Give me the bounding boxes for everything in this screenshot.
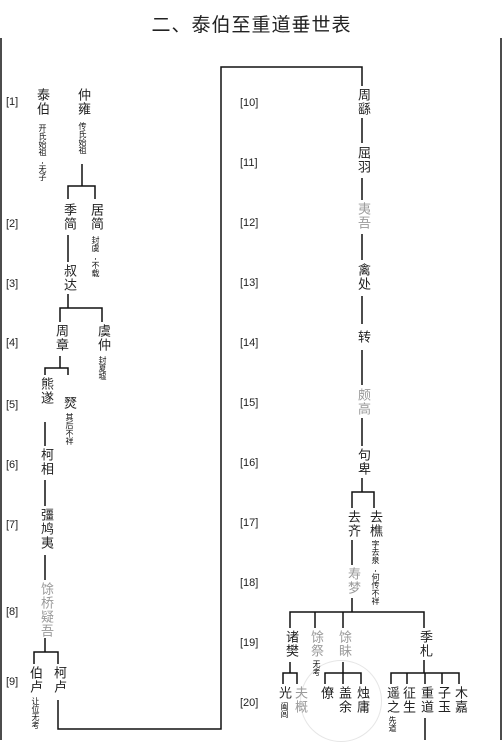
gen-5: [5] bbox=[6, 399, 19, 411]
person-liao: 僚 bbox=[318, 686, 333, 700]
note-kuan: 其后不祥 bbox=[65, 413, 74, 445]
person-goubei: 句卑 bbox=[355, 448, 370, 476]
gen-20: [20] bbox=[240, 697, 259, 709]
person-zhouzhang: 周章 bbox=[53, 324, 68, 352]
gen-3: [3] bbox=[6, 278, 19, 290]
note-taibo: 开氏始祖,无子 bbox=[38, 124, 47, 181]
person-guang: 光 bbox=[276, 686, 291, 700]
person-quqi: 去齐 bbox=[345, 510, 360, 538]
note-yuji: 无考 bbox=[312, 660, 321, 676]
person-ziyu: 子玉 bbox=[435, 686, 450, 714]
person-gaiyu: 盖余 bbox=[336, 686, 351, 714]
page-title: 二、泰伯至重道垂世表 bbox=[151, 14, 352, 36]
person-xiongsui: 熊遂 bbox=[38, 377, 53, 405]
note-qujiao: 字去泉,何传不祥 bbox=[371, 540, 380, 605]
gen-4: [4] bbox=[6, 337, 19, 349]
person-yiwu: 夷吾 bbox=[355, 202, 370, 230]
person-bolu: 伯卢 bbox=[27, 666, 42, 694]
person-jizha: 季札 bbox=[417, 630, 432, 658]
person-zhongdao: 重道 bbox=[418, 686, 433, 714]
note-bolu: 让位无考 bbox=[31, 697, 40, 729]
person-zhouyao: 周繇 bbox=[355, 88, 370, 116]
gen-13: [13] bbox=[240, 277, 259, 289]
person-zhengzhi: 遥之 bbox=[384, 686, 399, 714]
person-zhuan: 转 bbox=[355, 330, 370, 344]
person-juyun: 居简 bbox=[88, 203, 103, 231]
gen-11: [11] bbox=[240, 157, 258, 169]
person-yuji: 馀祭 bbox=[308, 630, 323, 658]
person-zhuyong: 烛庸 bbox=[354, 686, 369, 714]
gen-1: [1] bbox=[6, 96, 19, 108]
note-zhongyong: 传氏始祖 bbox=[78, 122, 87, 154]
person-kexiang: 柯相 bbox=[38, 448, 53, 476]
person-kelu: 柯卢 bbox=[51, 666, 66, 694]
person-qujiao: 去樵 bbox=[367, 510, 382, 538]
person-yuqiaoyiwu: 馀桥疑吾 bbox=[38, 582, 53, 638]
gen-2: [2] bbox=[6, 218, 19, 230]
gen-12: [12] bbox=[240, 217, 259, 229]
person-mujia: 木嘉 bbox=[452, 686, 467, 714]
gen-14: [14] bbox=[240, 337, 259, 349]
gen-6: [6] bbox=[6, 459, 19, 471]
person-zhufan: 诸樊 bbox=[283, 630, 298, 658]
gen-8: [8] bbox=[6, 606, 19, 618]
note-guang: 阖闾 bbox=[280, 702, 289, 718]
person-fugai: 夫概 bbox=[292, 686, 307, 714]
person-jijian: 季简 bbox=[61, 203, 76, 231]
person-pogao: 颇高 bbox=[355, 388, 370, 416]
gen-9: [9] bbox=[6, 676, 19, 688]
gen-17: [17] bbox=[240, 517, 259, 529]
person-zhengsheng: 征生 bbox=[400, 686, 415, 714]
person-yuzhong: 虞仲 bbox=[95, 324, 110, 352]
gen-16: [16] bbox=[240, 457, 259, 469]
gen-19: [19] bbox=[240, 637, 259, 649]
person-kuan: 燹 bbox=[61, 396, 76, 410]
gen-15: [15] bbox=[240, 397, 259, 409]
person-qiangjiuyi: 彊鸠夷 bbox=[38, 508, 53, 550]
note-juyun: 封虞,不载 bbox=[91, 236, 100, 277]
person-shuda: 叔达 bbox=[61, 264, 76, 292]
gen-7: [7] bbox=[6, 519, 19, 531]
note-yuzhong: 封夏墟 bbox=[98, 356, 107, 380]
person-taibo: 泰伯 bbox=[34, 88, 49, 116]
person-zhongyong: 仲雍 bbox=[75, 88, 90, 116]
person-qinchu: 禽处 bbox=[355, 263, 370, 291]
person-yumei: 馀眛 bbox=[336, 630, 351, 658]
person-quyu: 屈羽 bbox=[355, 146, 370, 174]
gen-10: [10] bbox=[240, 97, 259, 109]
gen-18: [18] bbox=[240, 577, 259, 589]
note-zhengzhi: 先道 bbox=[388, 716, 397, 732]
person-shoumeng: 寿梦 bbox=[345, 567, 360, 595]
